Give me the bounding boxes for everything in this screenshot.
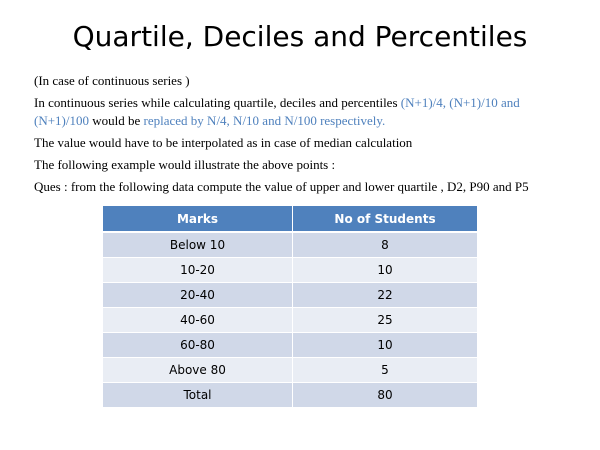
slide-body: (In case of continuous series ) In conti… xyxy=(34,72,574,200)
paragraph: The following example would illustrate t… xyxy=(34,157,336,172)
paragraph: (In case of continuous series ) xyxy=(34,73,190,88)
table-cell: 10 xyxy=(292,257,477,283)
table-cell: 20-40 xyxy=(103,282,293,308)
table-cell: 10 xyxy=(292,332,477,358)
highlighted-text: (N+1)/4, (N+1)/10 and (N+1)/100 xyxy=(34,95,520,128)
table-row: 20-40 22 xyxy=(103,282,477,308)
table-cell: Below 10 xyxy=(103,231,293,258)
table-cell: 8 xyxy=(292,231,477,258)
paragraph: In continuous series while calculating q… xyxy=(34,94,574,130)
table-row: 40-60 25 xyxy=(103,307,477,333)
paragraph: Ques : from the following data compute t… xyxy=(34,179,529,194)
table-cell: 10-20 xyxy=(103,257,293,283)
highlighted-text: replaced by N/4, N/10 and N/100 respecti… xyxy=(143,113,386,128)
table-row: Total 80 xyxy=(103,382,477,407)
table-cell: Total xyxy=(103,382,293,407)
table-body: Below 10 8 10-20 10 20-40 22 40-60 25 60-80 10 Abo… xyxy=(103,231,477,407)
table-row: Below 10 8 xyxy=(103,231,477,258)
header-row: Marks No of Students xyxy=(103,206,477,233)
header-cell: Marks xyxy=(103,206,293,233)
text: In continuous series while calculating q… xyxy=(34,95,401,110)
slide-title: Quartile, Deciles and Percentiles xyxy=(72,20,528,53)
table-cell: 5 xyxy=(292,357,477,383)
data-table: Marks No of Students Below 10 8 10-20 10 20-… xyxy=(103,206,477,407)
table-cell: 40-60 xyxy=(103,307,293,333)
paragraph: The value would have to be interpolated … xyxy=(34,135,413,150)
table-cell: Above 80 xyxy=(103,357,293,383)
text: would be xyxy=(89,113,144,128)
table-row: 10-20 10 xyxy=(103,257,477,283)
table-cell: 25 xyxy=(292,307,477,333)
table-cell: 22 xyxy=(292,282,477,308)
header-cell: No of Students xyxy=(292,206,477,233)
table-row: 60-80 10 xyxy=(103,332,477,358)
table-cell: 80 xyxy=(292,382,477,407)
table-row: Above 80 5 xyxy=(103,357,477,383)
table-cell: 60-80 xyxy=(103,332,293,358)
